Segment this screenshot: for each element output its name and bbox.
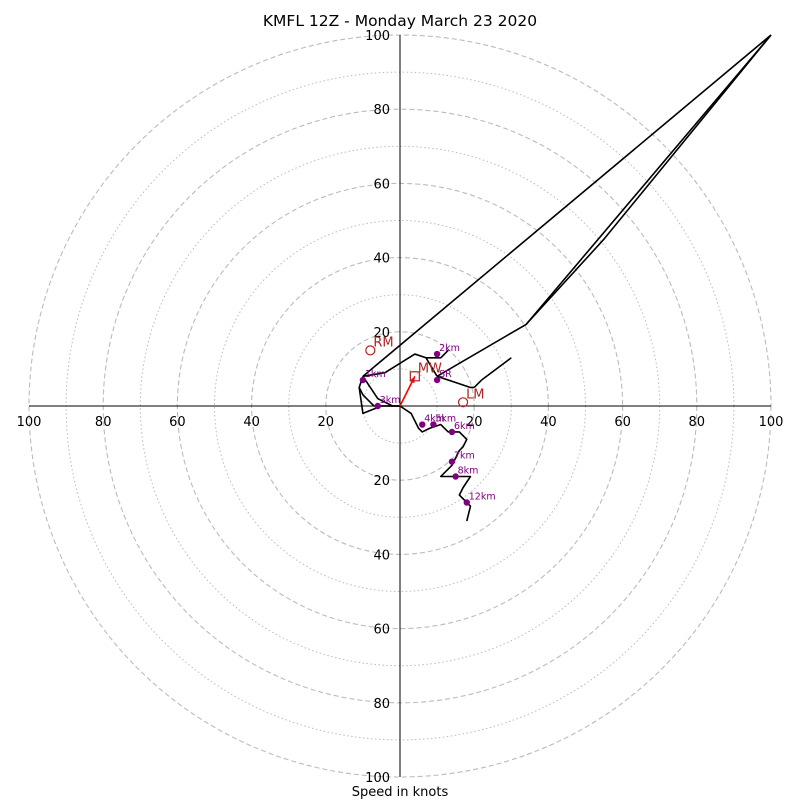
- hodograph-segment-2: [362, 34, 772, 377]
- height-label-1km: 1km: [365, 369, 386, 380]
- motion-marker-rm: [365, 345, 376, 356]
- x-axis-label: Speed in knots: [352, 785, 449, 800]
- hodograph-trace: [399, 405, 472, 522]
- tick-left-60: 60: [169, 415, 186, 430]
- tick-bottom-60: 60: [373, 623, 390, 638]
- height-marker-7km: [448, 458, 456, 465]
- height-label-6km: 6km: [454, 421, 475, 432]
- height-marker-2km: [433, 350, 441, 358]
- tick-left-100: 100: [17, 415, 42, 430]
- tick-top-80: 80: [373, 103, 390, 118]
- hodograph-lines: [358, 34, 772, 522]
- height-marker-4km: [419, 421, 426, 428]
- tick-left-80: 80: [95, 415, 112, 430]
- height-marker-sr: [433, 376, 441, 384]
- hodograph-segment-3: [362, 353, 438, 378]
- hodograph-segment-11: [425, 349, 449, 359]
- height-label-sr: SR: [439, 369, 452, 380]
- hodograph-segment-1: [436, 34, 772, 378]
- height-marker-1km: [359, 376, 367, 384]
- chart-title: KMFL 12Z - Monday March 23 2020: [263, 12, 537, 30]
- tick-top-40: 40: [373, 252, 390, 267]
- tick-left-20: 20: [318, 415, 335, 430]
- tick-right-80: 80: [689, 415, 706, 430]
- motion-label-rm: RM: [373, 335, 393, 350]
- height-label-4km: 4km: [424, 414, 445, 425]
- tick-top-20: 20: [373, 326, 390, 341]
- hodograph-segment-7: [525, 34, 772, 325]
- motion-marker-lm: [457, 397, 469, 408]
- tick-bottom-80: 80: [373, 697, 390, 712]
- tick-right-20: 20: [466, 415, 483, 430]
- mean-wind-arrow-head: [409, 376, 415, 384]
- height-label-7km: 7km: [454, 451, 475, 462]
- height-marker-6km: [448, 428, 456, 436]
- tick-bottom-20: 20: [373, 474, 390, 489]
- tick-left-40: 40: [243, 415, 260, 430]
- height-label-2km: 2km: [439, 343, 460, 354]
- height-marker-3km: [374, 402, 381, 410]
- height-marker-8km: [452, 473, 459, 480]
- height-label-3km: 3km: [380, 395, 401, 406]
- height-marker-12km: [463, 499, 470, 506]
- height-marker-5km: [430, 421, 437, 428]
- tick-right-60: 60: [614, 415, 631, 430]
- tick-top-100: 100: [365, 29, 390, 44]
- height-label-12km: 12km: [469, 491, 496, 502]
- height-label-5km: 5km: [435, 414, 456, 425]
- height-label-8km: 8km: [458, 465, 479, 476]
- tick-top-60: 60: [373, 177, 390, 192]
- hodograph-segment-6: [358, 387, 400, 415]
- hodograph-segment-10: [481, 357, 512, 381]
- motion-label-lm: LM: [466, 387, 484, 402]
- tick-bottom-100: 100: [365, 771, 390, 786]
- motion-marker-mw: [409, 371, 420, 382]
- axes: 20 20 20 20 40 40 40 40 60 60 60 60 80 80 80 80 100 100 10…: [17, 29, 784, 786]
- hodograph-segment-9: [473, 379, 483, 389]
- tick-right-100: 100: [759, 415, 784, 430]
- hodograph-segment-8: [436, 375, 475, 389]
- tick-right-40: 40: [540, 415, 557, 430]
- motion-label-mw: MW: [418, 361, 442, 376]
- tick-bottom-40: 40: [373, 548, 390, 563]
